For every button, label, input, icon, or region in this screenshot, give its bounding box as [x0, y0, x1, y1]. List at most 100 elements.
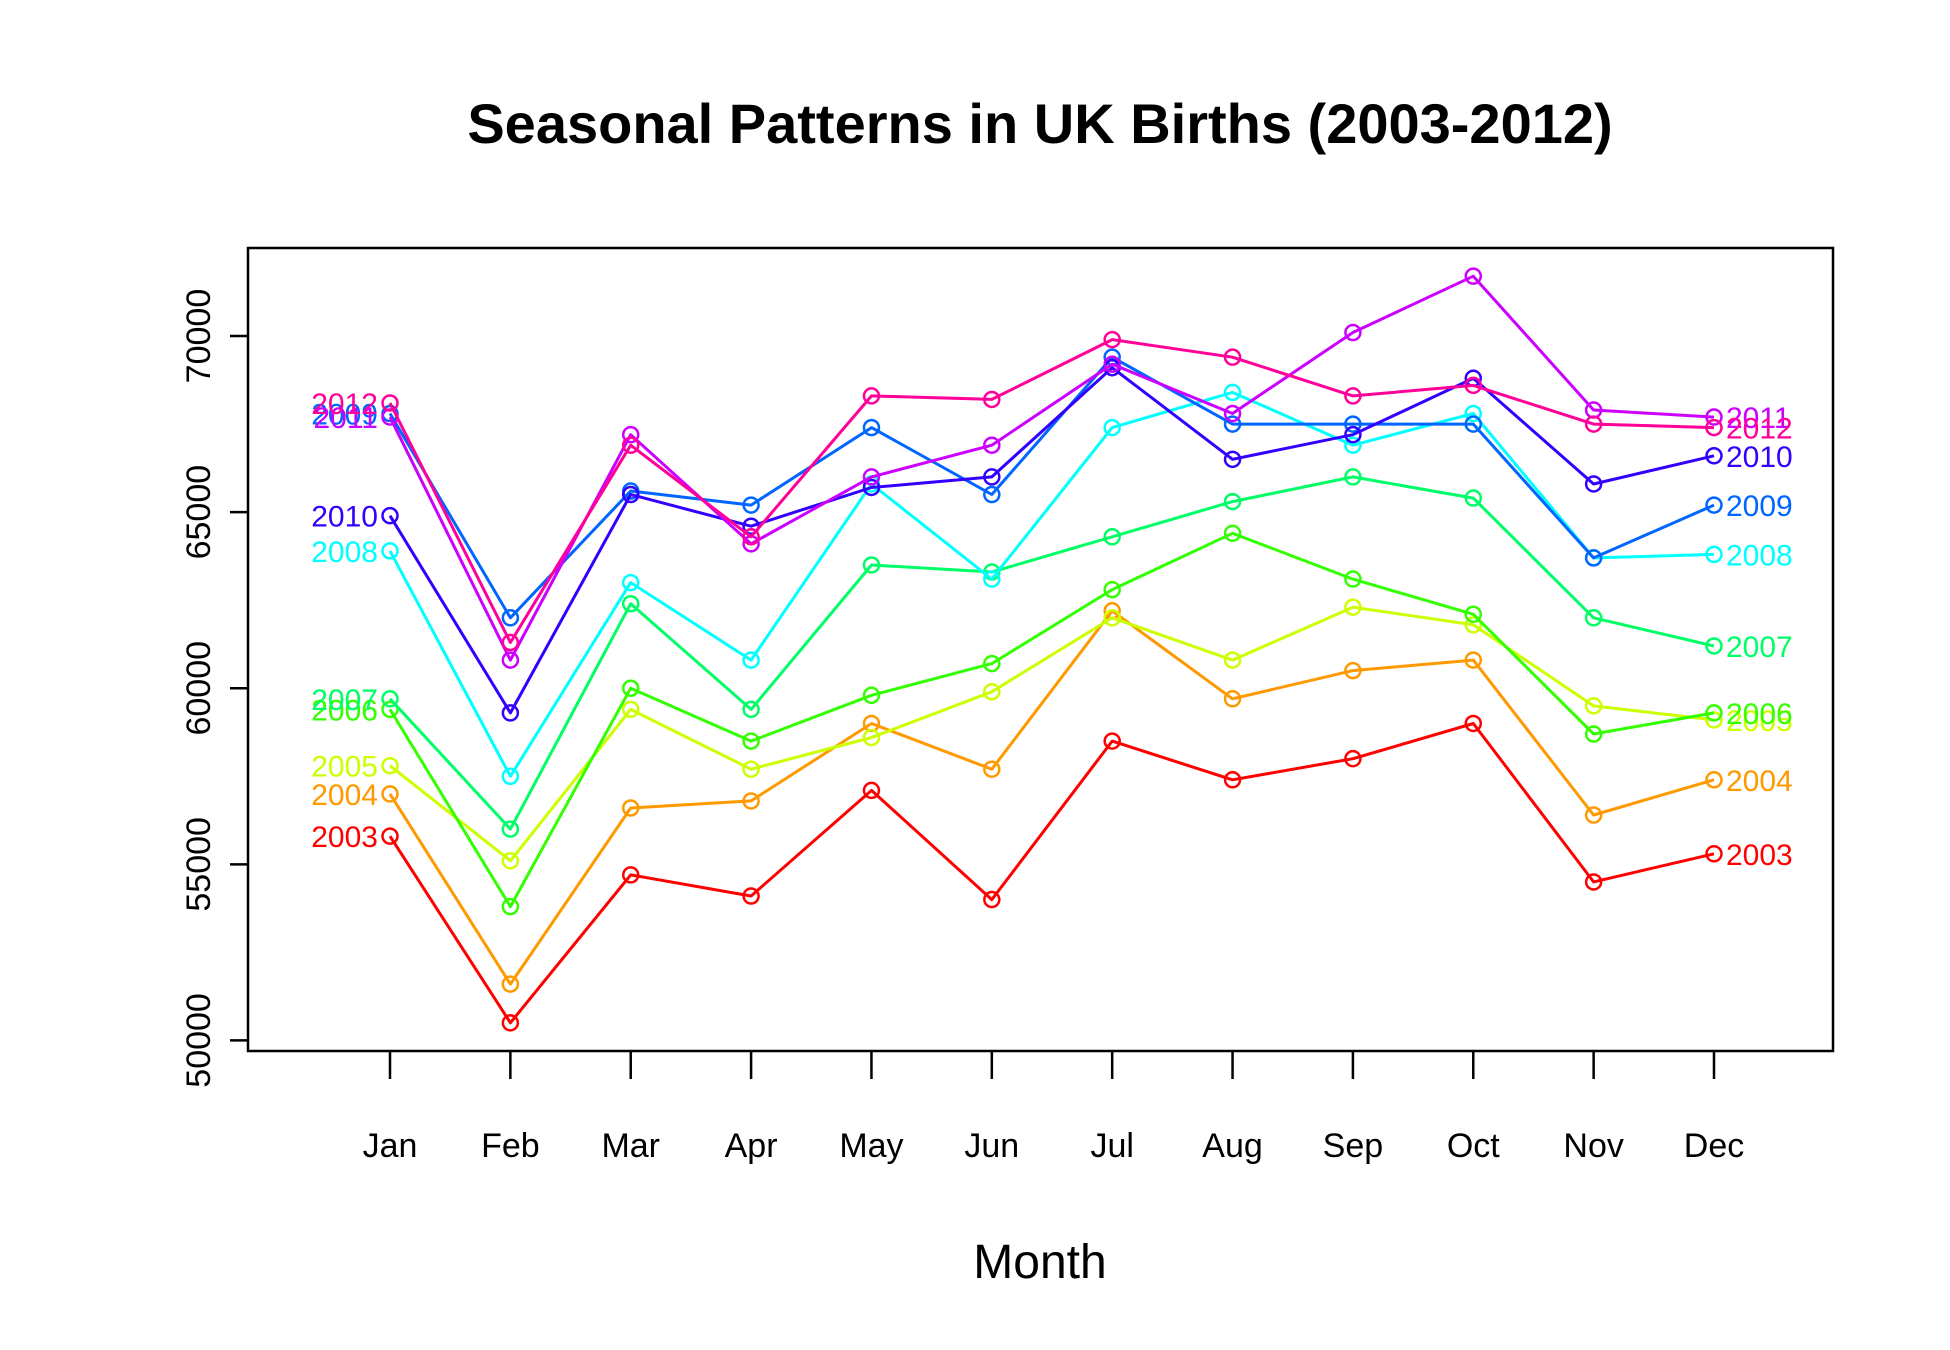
data-point — [381, 827, 399, 845]
data-point — [1223, 524, 1242, 543]
data-point — [1223, 348, 1242, 366]
data-point — [983, 468, 1001, 486]
data-point — [983, 683, 1001, 701]
series-label-end: 2006 — [1726, 698, 1793, 731]
data-point — [1705, 704, 1723, 722]
series-2008 — [381, 383, 1723, 786]
series-2005 — [381, 598, 1723, 870]
series-label-start: 2005 — [311, 751, 378, 784]
data-point — [742, 496, 760, 514]
chart-title: Seasonal Patterns in UK Births (2003-201… — [467, 92, 1612, 155]
data-point — [862, 686, 881, 705]
data-point — [621, 425, 640, 444]
data-point — [1223, 450, 1242, 469]
data-point — [1464, 489, 1483, 507]
series-2003 — [381, 714, 1723, 1032]
series-2006 — [381, 524, 1723, 916]
series-2007 — [381, 468, 1723, 838]
data-point — [1103, 528, 1121, 546]
series-line — [388, 355, 1715, 620]
data-point — [1464, 404, 1483, 423]
data-point — [983, 654, 1001, 673]
data-point — [501, 1014, 520, 1032]
x-tick-label: Jul — [1090, 1127, 1133, 1165]
data-point — [1584, 475, 1603, 493]
data-point — [1584, 806, 1603, 824]
data-point — [381, 756, 399, 775]
y-axis: 50000 55000 60000 65000 70000 — [180, 289, 248, 1088]
data-point — [742, 651, 760, 669]
data-point — [1464, 651, 1483, 669]
data-point — [983, 390, 1001, 409]
x-tick-label: Apr — [725, 1127, 778, 1165]
series-label-end: 2005 — [1726, 705, 1793, 738]
data-point — [862, 478, 881, 497]
data-point — [381, 542, 399, 560]
series-line — [389, 605, 1715, 863]
y-tick-label: 55000 — [180, 817, 218, 912]
data-point — [1705, 637, 1723, 655]
series-label-start: 2007 — [311, 684, 378, 717]
x-tick-label: Feb — [481, 1127, 540, 1165]
data-point — [1705, 545, 1723, 564]
data-point — [1344, 323, 1362, 342]
data-point — [1705, 496, 1723, 514]
data-point — [1344, 749, 1362, 768]
data-point — [1103, 732, 1121, 750]
series-layer — [381, 267, 1723, 1032]
series-line — [388, 390, 1715, 778]
data-point — [1103, 330, 1121, 349]
data-point — [1344, 661, 1362, 680]
data-point — [1584, 697, 1603, 715]
plot-frame — [246, 246, 1835, 1053]
data-point — [742, 887, 760, 905]
data-point — [742, 732, 760, 750]
data-point — [742, 528, 760, 546]
series-line — [388, 475, 1715, 831]
data-point — [501, 767, 520, 786]
series-label-end: 2009 — [1726, 490, 1793, 523]
data-point — [621, 436, 640, 454]
data-point — [1223, 383, 1242, 402]
data-point — [381, 700, 399, 719]
data-point — [862, 781, 881, 800]
series-line — [388, 366, 1715, 715]
data-point — [1584, 415, 1603, 433]
data-point — [1464, 415, 1483, 433]
data-point — [1223, 415, 1242, 433]
data-point — [742, 760, 760, 778]
series-label-start: 2008 — [311, 536, 378, 569]
data-point — [1223, 651, 1242, 669]
data-point — [381, 506, 399, 525]
data-point — [501, 633, 520, 652]
series-line — [388, 722, 1715, 1025]
series-label-start: 2011 — [313, 402, 378, 435]
data-point — [742, 700, 760, 719]
data-point — [742, 792, 760, 810]
data-point — [621, 485, 640, 504]
data-point — [862, 468, 881, 486]
data-point — [1464, 376, 1483, 395]
x-tick-label: Jan — [363, 1127, 418, 1165]
series-2009 — [381, 348, 1723, 627]
data-point — [1103, 580, 1121, 599]
series-label-start: 2006 — [311, 694, 378, 727]
data-point — [381, 785, 399, 803]
y-tick-label: 65000 — [180, 465, 218, 560]
x-tick-label: Aug — [1202, 1127, 1263, 1165]
series-label-end: 2008 — [1726, 539, 1793, 572]
series-line — [388, 531, 1715, 909]
data-point — [1584, 725, 1603, 743]
data-point — [1464, 616, 1483, 634]
x-tick-label: Dec — [1684, 1127, 1744, 1165]
data-point — [621, 573, 640, 592]
y-tick-label: 70000 — [180, 289, 218, 384]
series-2004 — [381, 602, 1723, 993]
data-point — [1705, 711, 1723, 729]
series-label-start: 2010 — [311, 501, 378, 534]
series-label-end: 2011 — [1726, 402, 1791, 435]
data-point — [1103, 355, 1121, 373]
data-point — [862, 556, 881, 574]
data-point — [862, 387, 881, 405]
